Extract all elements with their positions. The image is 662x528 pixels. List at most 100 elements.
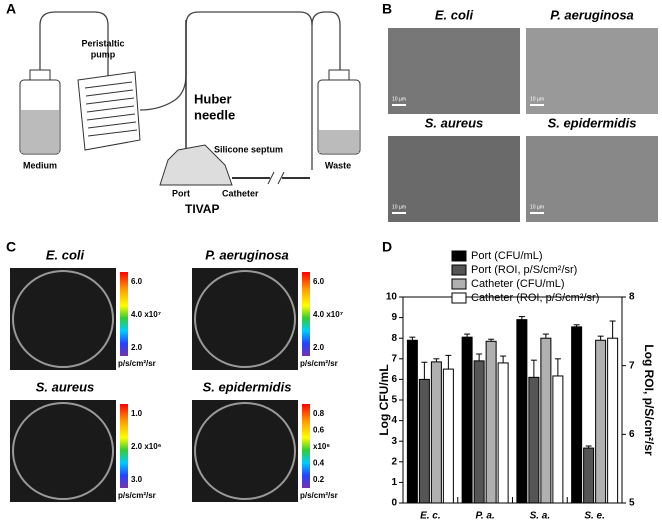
bar <box>595 339 607 504</box>
y2-tick-label: 7 <box>629 360 635 371</box>
y2-tick-label: 8 <box>629 292 635 303</box>
y-tick-label: 5 <box>391 395 397 406</box>
pump-label: Peristaltic <box>81 38 124 48</box>
imaging-title: S. aureus <box>36 379 95 394</box>
port-label: Port <box>172 188 190 198</box>
colorbar-label: 6.0 <box>313 277 325 286</box>
dish <box>194 270 296 368</box>
x-tick-label: S. a. <box>530 511 551 522</box>
y-tick-label: 0 <box>391 498 397 509</box>
bar <box>540 337 552 504</box>
waste-label: Waste <box>325 160 351 170</box>
y-tick-label: 6 <box>391 374 397 385</box>
bar <box>461 336 473 504</box>
sem-image <box>526 136 658 222</box>
scale-bar-label: 10 µm <box>530 96 544 102</box>
bar <box>473 360 485 504</box>
scale-bar <box>530 104 544 106</box>
legend-label: Port (ROI, p/S/cm²/sr) <box>471 264 577 276</box>
dish <box>194 402 296 500</box>
x-tick-label: P. a. <box>475 511 494 522</box>
sem-image <box>388 136 520 222</box>
panel-label: A <box>6 1 16 17</box>
bar <box>497 362 509 504</box>
imaging-image <box>10 400 116 502</box>
needle-label: Huber <box>194 91 232 106</box>
colorbar-unit: p/s/cm²/sr <box>300 359 338 368</box>
septum-label: Silicone septum <box>214 144 283 154</box>
bar <box>528 376 540 504</box>
sem-image <box>526 28 658 114</box>
x-tick-label: S. e. <box>584 511 605 522</box>
sem-title: S. aureus <box>425 115 484 130</box>
imaging-title: E. coli <box>46 247 85 262</box>
imaging-title: P. aeruginosa <box>205 247 289 262</box>
colorbar-label: 3.0 <box>131 475 143 484</box>
bar <box>571 326 583 504</box>
scale-bar <box>392 212 406 214</box>
bar <box>442 368 454 504</box>
bar <box>406 339 418 504</box>
imaging-image <box>192 268 298 370</box>
sem-image <box>388 28 520 114</box>
imaging-title: S. epidermidis <box>203 379 292 394</box>
colorbar-label: 2.0 <box>313 343 325 352</box>
legend-swatch <box>451 292 467 304</box>
setup-diagram: Peristaltic pump Huber needle Silicone s… <box>19 11 361 216</box>
y-tick-label: 7 <box>391 353 397 364</box>
imaging-image <box>10 268 116 370</box>
bar <box>485 340 497 504</box>
scale-bar-label: 10 µm <box>530 204 544 210</box>
bar <box>418 378 430 504</box>
scale-bar-label: 10 µm <box>392 96 406 102</box>
sem-title: S. epidermidis <box>548 115 637 130</box>
legend-label: Port (CFU/mL) <box>471 250 543 262</box>
bar <box>430 361 442 504</box>
legend-swatch <box>451 278 467 290</box>
y-tick-label: 10 <box>386 292 398 303</box>
colorbar-label: 4.0 x10⁷ <box>131 310 161 319</box>
y-tick-label: 3 <box>391 436 397 447</box>
scale-bar <box>530 212 544 214</box>
panel-label: B <box>382 1 392 17</box>
colorbar-label: 2.0 x10⁶ <box>131 442 162 451</box>
y-tick-label: 9 <box>391 312 397 323</box>
colorbar-unit: p/s/cm²/sr <box>300 491 338 500</box>
legend-label: Catheter (ROI, p/S/cm²/sr) <box>471 292 599 304</box>
y2-tick-label: 5 <box>629 498 635 509</box>
scale-bar <box>392 104 406 106</box>
bar <box>607 337 619 504</box>
sem-title: P. aeruginosa <box>550 7 634 22</box>
tivap-label: TIVAP <box>185 202 219 216</box>
y-tick-label: 8 <box>391 333 397 344</box>
colorbar-label: x10⁶ <box>313 442 330 451</box>
y-tick-label: 2 <box>391 456 397 467</box>
dish <box>12 402 114 500</box>
bar <box>583 447 595 504</box>
panel-label: D <box>382 239 392 255</box>
panel-label: C <box>6 239 16 255</box>
colorbar-label: 0.6 <box>313 426 325 435</box>
y-tick-label: 1 <box>391 477 397 488</box>
legend-label: Catheter (CFU/mL) <box>471 278 565 290</box>
bar <box>516 319 528 504</box>
y-axis-label: Log CFU/mL <box>377 364 391 435</box>
legend-swatch <box>451 250 467 262</box>
scale-bar-label: 10 µm <box>392 204 406 210</box>
colorbar-label: 6.0 <box>131 277 143 286</box>
catheter-label: Catheter <box>222 188 259 198</box>
y-tick-label: 4 <box>391 415 397 426</box>
colorbar <box>120 272 128 356</box>
colorbar-unit: p/s/cm²/sr <box>118 491 156 500</box>
colorbar <box>302 404 310 488</box>
colorbar-label: 0.8 <box>313 409 325 418</box>
legend-swatch <box>451 264 467 276</box>
needle-label: needle <box>194 107 235 122</box>
y2-axis-label: Log ROI, p/S/cm²/sr <box>642 344 656 456</box>
colorbar-label: 2.0 <box>131 343 143 352</box>
medium-label: Medium <box>23 160 57 170</box>
dish <box>12 270 114 368</box>
colorbar <box>120 404 128 488</box>
colorbar-label: 4.0 x10⁷ <box>313 310 343 319</box>
